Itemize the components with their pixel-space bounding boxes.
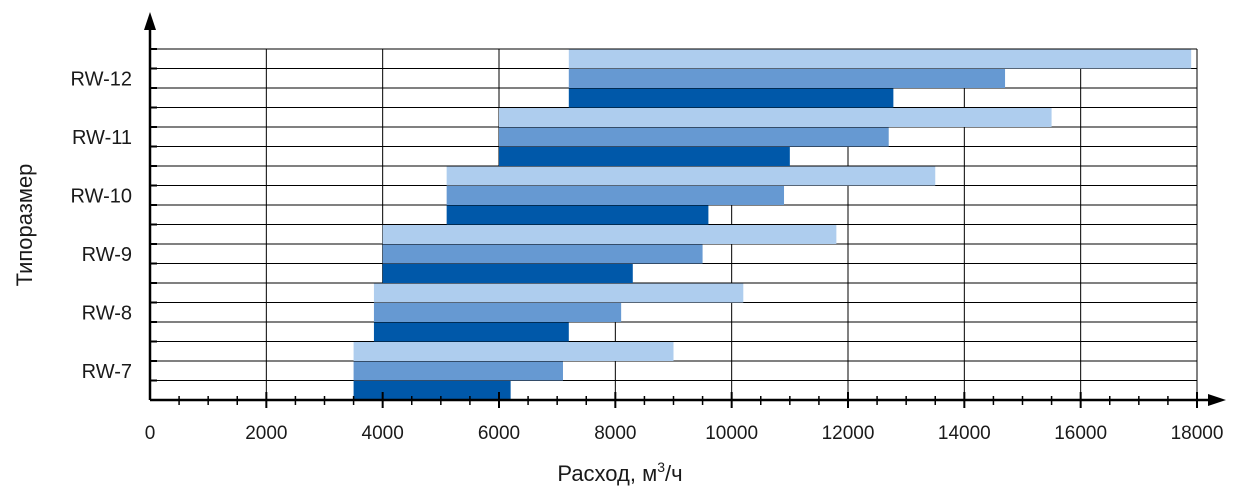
x-axis-title-sup: 3 xyxy=(657,459,665,475)
bar-rw-12-level-1 xyxy=(568,49,1192,69)
category-label: RW-10 xyxy=(70,185,132,207)
y-axis-arrow xyxy=(144,12,156,30)
bars xyxy=(353,49,1192,400)
x-axis-title-suffix: /ч xyxy=(665,461,683,486)
x-tick-label: 16000 xyxy=(1054,423,1107,444)
x-tick-label: 2000 xyxy=(245,423,287,444)
x-tick-label: 18000 xyxy=(1171,423,1224,444)
bar-rw-11-level-2 xyxy=(499,127,889,147)
bar-rw-9-level-3 xyxy=(382,264,633,283)
category-label: RW-9 xyxy=(82,244,132,266)
x-tick-label: 10000 xyxy=(705,423,758,444)
bar-rw-11-level-1 xyxy=(499,108,1052,127)
bar-rw-10-level-3 xyxy=(446,205,709,225)
x-axis-arrow xyxy=(1208,394,1226,406)
bar-rw-11-level-3 xyxy=(499,147,790,166)
bar-rw-7-level-1 xyxy=(353,342,674,361)
x-axis-title: Расход, м3/ч xyxy=(557,459,682,486)
category-label: RW-12 xyxy=(70,68,132,90)
category-label: RW-11 xyxy=(72,127,132,149)
x-tick-label: 8000 xyxy=(594,423,636,444)
bar-rw-12-level-3 xyxy=(568,88,894,108)
bar-rw-7-level-2 xyxy=(353,361,563,381)
bar-rw-9-level-1 xyxy=(382,225,837,244)
x-tick-label: 12000 xyxy=(822,423,875,444)
bar-rw-8-level-2 xyxy=(373,303,622,322)
x-tick-label: 14000 xyxy=(938,423,991,444)
bar-rw-10-level-2 xyxy=(446,186,785,205)
bar-rw-10-level-1 xyxy=(446,166,936,186)
category-label: RW-8 xyxy=(82,302,132,324)
x-axis-title-main: Расход, м xyxy=(557,461,657,486)
axes xyxy=(144,12,1226,408)
x-tick-label: 4000 xyxy=(362,423,404,444)
bar-rw-9-level-2 xyxy=(382,244,703,264)
category-label: RW-7 xyxy=(82,361,132,383)
bar-rw-8-level-1 xyxy=(373,283,744,303)
x-tick-label: 6000 xyxy=(478,423,520,444)
bar-rw-12-level-2 xyxy=(568,69,1006,88)
y-axis-title: Типоразмер xyxy=(12,164,37,287)
x-tick-label: 0 xyxy=(145,423,156,444)
bar-rw-7-level-3 xyxy=(353,381,511,400)
labels: 0 2000 4000 6000 8000 10000 12000 14000 16000 180… xyxy=(70,68,1223,444)
bar-rw-8-level-3 xyxy=(373,322,569,342)
